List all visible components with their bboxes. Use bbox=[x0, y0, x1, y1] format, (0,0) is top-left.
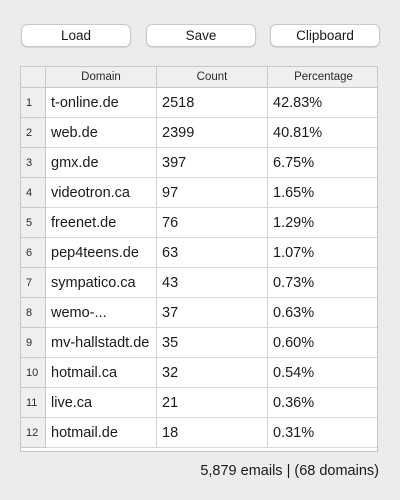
cell-count[interactable]: 32 bbox=[157, 358, 268, 388]
status-summary: 5,879 emails | (68 domains) bbox=[200, 463, 379, 479]
table-row[interactable]: 7 sympatico.ca 43 0.73% bbox=[21, 268, 377, 298]
row-index[interactable]: 2 bbox=[21, 118, 46, 148]
table-row[interactable]: 4 videotron.ca 97 1.65% bbox=[21, 178, 377, 208]
cell-count[interactable]: 97 bbox=[157, 178, 268, 208]
cell-count[interactable]: 37 bbox=[157, 298, 268, 328]
table-row[interactable]: 9 mv-hallstadt.de 35 0.60% bbox=[21, 328, 377, 358]
cell-percentage[interactable]: 1.07% bbox=[268, 238, 377, 268]
cell-count[interactable]: 397 bbox=[157, 148, 268, 178]
row-index[interactable]: 3 bbox=[21, 148, 46, 178]
column-header-percentage[interactable]: Percentage bbox=[294, 71, 353, 83]
column-header-domain[interactable]: Domain bbox=[46, 67, 157, 87]
table-row[interactable]: 8 wemo-... 37 0.63% bbox=[21, 298, 377, 328]
row-index[interactable]: 10 bbox=[21, 358, 46, 388]
cell-domain[interactable]: videotron.ca bbox=[46, 178, 157, 208]
row-index[interactable]: 11 bbox=[21, 388, 46, 418]
cell-domain[interactable]: t-online.de bbox=[46, 88, 157, 118]
cell-percentage[interactable]: 1.29% bbox=[268, 208, 377, 238]
cell-percentage[interactable]: 40.81% bbox=[268, 118, 377, 148]
cell-domain[interactable]: web.de bbox=[46, 118, 157, 148]
cell-domain[interactable]: sympatico.ca bbox=[46, 268, 157, 298]
toolbar: Load Save Clipboard bbox=[0, 0, 400, 60]
row-index[interactable]: 5 bbox=[21, 208, 46, 238]
table-row[interactable]: 3 gmx.de 397 6.75% bbox=[21, 148, 377, 178]
cell-percentage[interactable]: 0.36% bbox=[268, 388, 377, 418]
cell-percentage[interactable]: 0.31% bbox=[268, 418, 377, 448]
cell-count[interactable]: 2518 bbox=[157, 88, 268, 118]
cell-domain[interactable]: wemo-... bbox=[46, 298, 157, 328]
clipboard-button[interactable]: Clipboard bbox=[270, 24, 380, 47]
row-index[interactable]: 8 bbox=[21, 298, 46, 328]
cell-count[interactable]: 76 bbox=[157, 208, 268, 238]
cell-domain[interactable]: mv-hallstadt.de bbox=[46, 328, 157, 358]
row-index[interactable]: 9 bbox=[21, 328, 46, 358]
cell-count[interactable]: 2399 bbox=[157, 118, 268, 148]
row-index[interactable]: 4 bbox=[21, 178, 46, 208]
table-row[interactable]: 12 hotmail.de 18 0.31% bbox=[21, 418, 377, 448]
cell-percentage[interactable]: 0.73% bbox=[268, 268, 377, 298]
cell-percentage[interactable]: 42.83% bbox=[268, 88, 377, 118]
cell-percentage[interactable]: 0.60% bbox=[268, 328, 377, 358]
save-button[interactable]: Save bbox=[146, 24, 256, 47]
row-index[interactable]: 7 bbox=[21, 268, 46, 298]
table-header: Domain Count Percentage bbox=[21, 67, 377, 88]
table-row[interactable]: 10 hotmail.ca 32 0.54% bbox=[21, 358, 377, 388]
cell-count[interactable]: 18 bbox=[157, 418, 268, 448]
cell-count[interactable]: 35 bbox=[157, 328, 268, 358]
cell-domain[interactable]: hotmail.de bbox=[46, 418, 157, 448]
cell-percentage[interactable]: 1.65% bbox=[268, 178, 377, 208]
header-corner[interactable] bbox=[21, 67, 46, 87]
row-index[interactable]: 6 bbox=[21, 238, 46, 268]
cell-count[interactable]: 63 bbox=[157, 238, 268, 268]
table-body: 1 t-online.de 2518 42.83% 2 web.de 2399 40.81% 3… bbox=[21, 88, 377, 448]
column-header-count[interactable]: Count bbox=[157, 67, 268, 87]
cell-domain[interactable]: gmx.de bbox=[46, 148, 157, 178]
domain-table[interactable]: Domain Count Percentage 1 t-online.de 2518… bbox=[20, 66, 378, 452]
cell-percentage[interactable]: 6.75% bbox=[268, 148, 377, 178]
table-row[interactable]: 6 pep4teens.de 63 1.07% bbox=[21, 238, 377, 268]
cell-percentage[interactable]: 0.63% bbox=[268, 298, 377, 328]
cell-percentage[interactable]: 0.54% bbox=[268, 358, 377, 388]
cell-domain[interactable]: live.ca bbox=[46, 388, 157, 418]
table-row[interactable]: 11 live.ca 21 0.36% bbox=[21, 388, 377, 418]
cell-domain[interactable]: freenet.de bbox=[46, 208, 157, 238]
cell-count[interactable]: 43 bbox=[157, 268, 268, 298]
load-button[interactable]: Load bbox=[21, 24, 131, 47]
table-row[interactable]: 2 web.de 2399 40.81% bbox=[21, 118, 377, 148]
table-row[interactable]: 1 t-online.de 2518 42.83% bbox=[21, 88, 377, 118]
table-row[interactable]: 5 freenet.de 76 1.29% bbox=[21, 208, 377, 238]
row-index[interactable]: 12 bbox=[21, 418, 46, 448]
cell-domain[interactable]: pep4teens.de bbox=[46, 238, 157, 268]
cell-domain[interactable]: hotmail.ca bbox=[46, 358, 157, 388]
row-index[interactable]: 1 bbox=[21, 88, 46, 118]
cell-count[interactable]: 21 bbox=[157, 388, 268, 418]
